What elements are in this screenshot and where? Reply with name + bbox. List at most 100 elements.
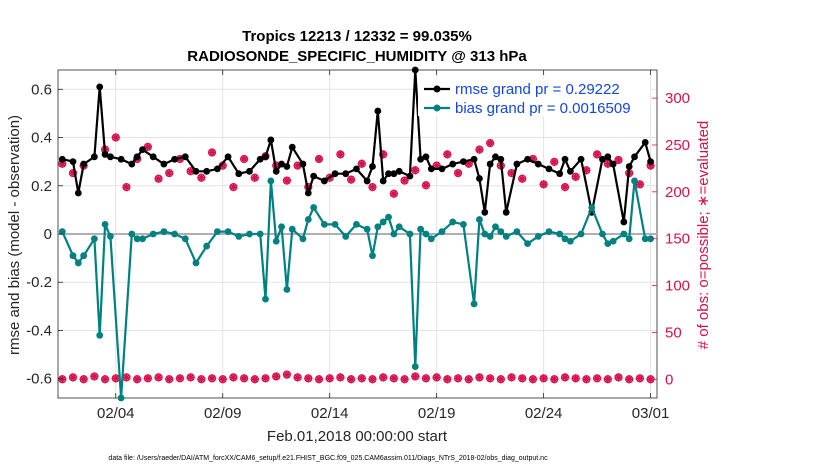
obs-star-stroke — [379, 374, 387, 381]
obs-star-stroke — [550, 375, 558, 383]
legend-box — [418, 78, 650, 116]
rmse-point — [90, 153, 98, 161]
obs-star-stroke — [197, 375, 205, 383]
obs-star-stroke — [401, 177, 408, 184]
obs-evaluated-marker — [507, 373, 516, 382]
rmse-point — [417, 155, 425, 163]
y-tick-label-left: -0.6 — [26, 371, 52, 388]
rmse-point — [80, 160, 88, 168]
obs-evaluated-marker — [614, 155, 623, 164]
bias-point — [299, 235, 307, 243]
obs-evaluated-marker — [454, 374, 463, 383]
obs-evaluated-marker — [486, 374, 495, 383]
y-tick-label-right: 100 — [665, 278, 690, 295]
obs-star-stroke — [422, 181, 430, 189]
obs-evaluated-marker — [368, 183, 377, 192]
bias-point — [374, 223, 382, 231]
obs-star-stroke — [465, 375, 473, 383]
obs-evaluated-marker — [68, 373, 77, 382]
bias-point — [422, 230, 430, 238]
obs-star-stroke — [219, 375, 227, 383]
obs-star-stroke — [358, 160, 366, 168]
obs-star-stroke — [208, 149, 216, 156]
obs-star-stroke — [604, 160, 612, 168]
obs-star-stroke — [283, 177, 291, 184]
rmse-point — [604, 153, 612, 161]
bias-point — [160, 228, 168, 235]
rmse-point — [304, 189, 312, 197]
obs-star-stroke — [326, 374, 334, 382]
obs-evaluated-marker — [347, 375, 356, 384]
obs-star-stroke — [540, 180, 547, 188]
obs-star-stroke — [593, 374, 601, 382]
bias-point — [385, 213, 392, 221]
obs-star-stroke — [144, 143, 152, 151]
bias-point — [459, 220, 467, 228]
obs-evaluated-marker — [208, 148, 217, 157]
bias-point — [69, 252, 77, 260]
obs-star-stroke — [401, 375, 408, 383]
obs-evaluated-marker — [635, 180, 644, 189]
obs-star-stroke — [197, 174, 205, 182]
rmse-point — [128, 160, 136, 168]
obs-star-stroke — [390, 190, 398, 198]
obs-evaluated-marker — [165, 169, 174, 178]
bias-point — [599, 230, 606, 238]
bias-point — [449, 218, 457, 226]
obs-star-stroke — [486, 374, 494, 382]
chart-title-line2: RADIOSONDE_SPECIFIC_HUMIDITY @ 313 hPa — [187, 48, 527, 65]
rmse-point — [213, 165, 221, 173]
obs-evaluated-marker — [250, 375, 259, 384]
obs-star-stroke — [315, 155, 323, 163]
bias-point — [369, 252, 376, 260]
bias-point — [625, 235, 633, 243]
rmse-point — [96, 83, 104, 91]
x-tick-label: 02/14 — [311, 405, 349, 422]
x-tick-label: 02/24 — [525, 405, 563, 422]
rmse-point — [283, 163, 291, 170]
obs-evaluated-marker — [379, 373, 388, 382]
rmse-point — [149, 153, 157, 161]
obs-evaluated-marker — [218, 375, 227, 384]
bias-point — [486, 233, 494, 240]
obs-star-stroke — [390, 374, 398, 382]
obs-star-stroke — [572, 374, 580, 382]
bias-point — [304, 216, 312, 223]
obs-evaluated-marker — [272, 372, 281, 381]
legend: rmse grand pr = 0.29222 bias grand pr = … — [418, 78, 650, 117]
bias-point — [411, 363, 419, 371]
rmse-point — [342, 170, 350, 178]
obs-evaluated-marker — [143, 142, 152, 151]
obs-star-stroke — [69, 374, 77, 381]
rmse-point — [181, 153, 189, 161]
obs-star-stroke — [251, 174, 259, 182]
obs-star-stroke — [572, 173, 580, 181]
obs-star-stroke — [91, 373, 98, 380]
obs-star-stroke — [304, 374, 312, 382]
bias-point — [331, 220, 339, 228]
ticks-layer: 02/04 02/09 02/14 02/19 02/24 03/01 0.6 0.4 0.2 0… — [26, 70, 690, 422]
obs-evaluated-marker — [240, 374, 249, 383]
rmse-point — [545, 165, 553, 173]
rmse-point — [353, 165, 360, 173]
y-tick-label-left: 0 — [44, 226, 52, 243]
obs-evaluated-marker — [400, 375, 409, 384]
bias-point — [631, 177, 638, 185]
obs-evaluated-marker — [143, 374, 152, 383]
rmse-point — [476, 175, 483, 182]
rmse-point — [481, 208, 489, 216]
rmse-point — [246, 167, 253, 175]
rmse-point — [272, 167, 280, 175]
y-tick-label-left: -0.4 — [26, 322, 52, 339]
obs-evaluated-marker — [111, 374, 120, 383]
rmse-point — [69, 158, 77, 166]
rmse-point — [58, 155, 66, 163]
rmse-point — [374, 107, 382, 115]
x-tick-label: 03/01 — [632, 405, 670, 422]
rmse-point — [524, 155, 531, 163]
rmse-point — [171, 155, 178, 163]
obs-star-stroke — [508, 374, 515, 381]
obs-star-stroke — [272, 373, 280, 380]
obs-star-stroke — [112, 374, 120, 382]
rmse-point — [74, 189, 82, 197]
